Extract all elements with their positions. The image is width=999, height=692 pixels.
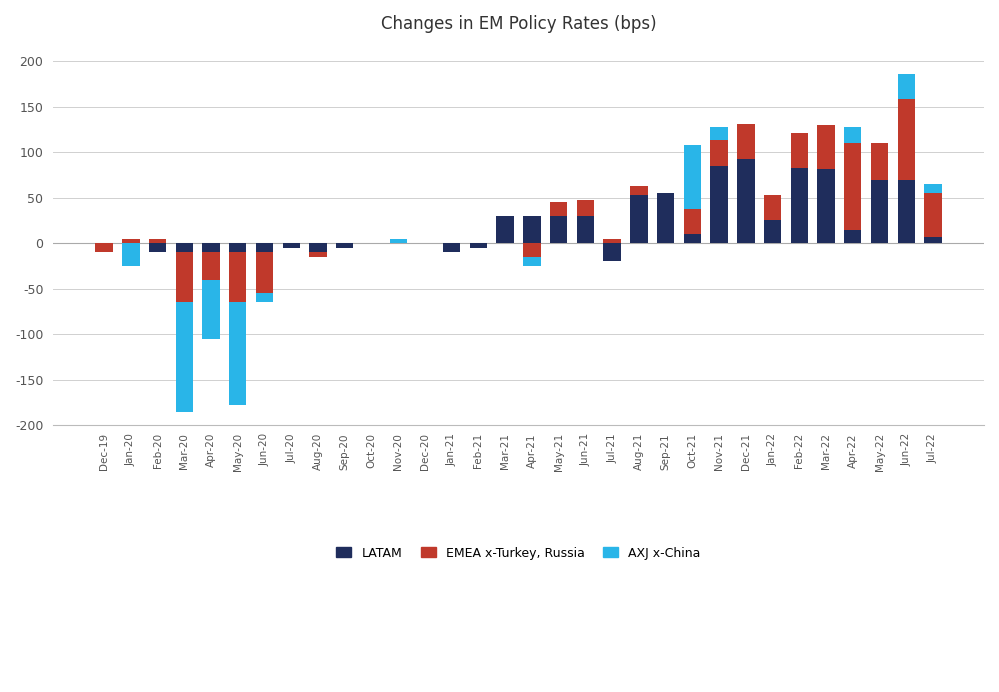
Bar — [203, 253, 220, 280]
Bar — [683, 234, 701, 244]
Bar — [924, 193, 942, 237]
Title: Changes in EM Policy Rates (bps): Changes in EM Policy Rates (bps) — [381, 15, 656, 33]
Bar — [871, 179, 888, 244]
Bar — [576, 199, 594, 216]
Bar — [790, 133, 808, 167]
Bar — [683, 209, 701, 234]
Bar — [523, 257, 540, 266]
Bar — [550, 202, 567, 216]
Bar — [523, 216, 540, 244]
Bar — [149, 239, 166, 244]
Bar — [764, 221, 781, 244]
Bar — [897, 179, 915, 244]
Bar — [924, 184, 942, 193]
Bar — [737, 158, 754, 244]
Bar — [710, 127, 728, 140]
Bar — [176, 302, 193, 412]
Bar — [497, 216, 513, 244]
Bar — [470, 244, 488, 248]
Bar — [96, 244, 113, 253]
Bar — [122, 239, 140, 244]
Bar — [336, 244, 354, 248]
Bar — [122, 244, 140, 266]
Bar — [630, 195, 647, 244]
Bar — [576, 216, 594, 244]
Bar — [764, 195, 781, 221]
Bar — [897, 100, 915, 179]
Bar — [310, 253, 327, 257]
Bar — [523, 244, 540, 257]
Bar — [924, 237, 942, 244]
Bar — [710, 166, 728, 244]
Legend: LATAM, EMEA x-Turkey, Russia, AXJ x-China: LATAM, EMEA x-Turkey, Russia, AXJ x-Chin… — [332, 542, 706, 565]
Bar — [844, 230, 861, 244]
Bar — [790, 167, 808, 244]
Bar — [817, 169, 835, 244]
Bar — [256, 244, 273, 253]
Bar — [229, 302, 247, 406]
Bar — [817, 125, 835, 169]
Bar — [203, 244, 220, 253]
Bar — [844, 127, 861, 143]
Bar — [310, 244, 327, 253]
Bar — [603, 239, 620, 244]
Bar — [229, 244, 247, 253]
Bar — [203, 280, 220, 339]
Bar — [443, 244, 461, 253]
Bar — [657, 193, 674, 244]
Bar — [844, 143, 861, 230]
Bar — [683, 145, 701, 209]
Bar — [603, 244, 620, 262]
Bar — [897, 74, 915, 100]
Bar — [550, 216, 567, 244]
Bar — [176, 244, 193, 253]
Bar — [149, 244, 166, 253]
Bar — [256, 253, 273, 293]
Bar — [390, 239, 407, 244]
Bar — [176, 253, 193, 302]
Bar — [229, 253, 247, 302]
Bar — [737, 124, 754, 158]
Bar — [630, 186, 647, 195]
Bar — [710, 140, 728, 166]
Bar — [256, 293, 273, 302]
Bar — [283, 244, 300, 248]
Bar — [871, 143, 888, 179]
